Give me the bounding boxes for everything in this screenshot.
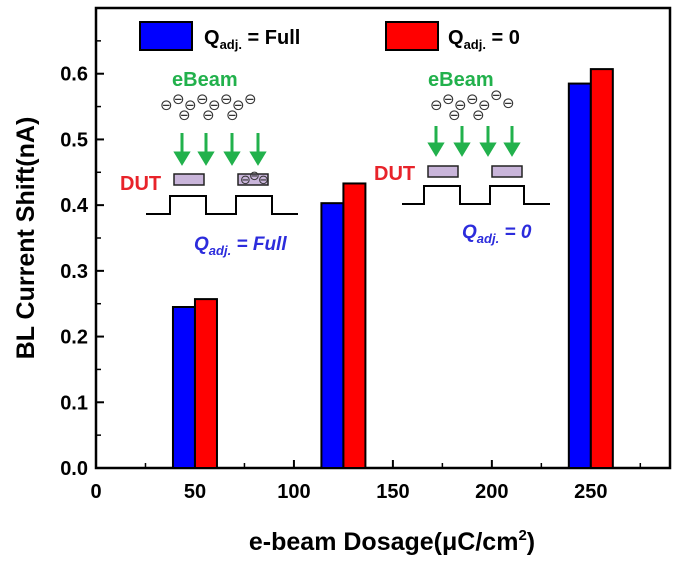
inset-full-dut-label: DUT xyxy=(120,173,161,195)
y-tick-label: 0.0 xyxy=(60,458,88,480)
inset-full-stored-charge: ⊖ ⊖ ⊖ xyxy=(240,169,269,188)
electron-icon: ⊖ xyxy=(226,106,239,124)
arrow-head-icon xyxy=(197,151,215,166)
electron-icon: ⊖ xyxy=(454,96,467,114)
electron-icon: ⊖ xyxy=(430,96,443,114)
bar-q-adj-full xyxy=(567,82,592,469)
inset-full-gate-dut xyxy=(173,173,205,186)
arrow-head-icon xyxy=(249,151,267,166)
electron-icon: ⊖ xyxy=(208,96,221,114)
bars-layer xyxy=(171,68,614,470)
inset-full-electron-cloud: ⊖ ⊖ ⊖ ⊖ ⊖ ⊖ ⊖ ⊖ ⊖ ⊖ ⊖ xyxy=(160,90,257,124)
x-tick-label: 200 xyxy=(475,481,508,503)
legend-swatch-zero xyxy=(385,21,439,51)
electron-icon: ⊖ xyxy=(490,86,503,104)
electron-icon: ⊖ xyxy=(220,90,233,108)
bar-q-adj-full xyxy=(320,202,345,470)
inset-zero-gate-adj xyxy=(491,165,523,178)
inset-zero: eBeam ⊖ ⊖ ⊖ ⊖ ⊖ ⊖ ⊖ ⊖ ⊖ DUT Qadj. = 0 xyxy=(374,69,550,246)
electron-icon: ⊖ xyxy=(442,90,455,108)
arrow-head-icon xyxy=(173,151,191,166)
inset-full-q-label: Qadj. = Full xyxy=(194,234,287,258)
inset-full: eBeam ⊖ ⊖ ⊖ ⊖ ⊖ ⊖ ⊖ ⊖ ⊖ ⊖ ⊖ DUT ⊖ xyxy=(120,69,298,258)
axes-layer: 0.0 0.1 0.2 0.3 0.4 0.5 0.6 0 50 100 150 200 250 xyxy=(60,40,642,503)
x-tick-label: 50 xyxy=(184,481,206,503)
inset-zero-arrows xyxy=(427,126,521,157)
x-tick-label: 0 xyxy=(90,481,101,503)
inset-zero-q-label: Qadj. = 0 xyxy=(462,222,532,246)
electron-icon: ⊖ xyxy=(466,90,479,108)
arrow-head-icon xyxy=(427,142,445,157)
y-tick-label: 0.4 xyxy=(60,195,89,217)
y-tick-label: 0.3 xyxy=(60,261,88,283)
electron-icon: ⊖ xyxy=(172,90,185,108)
electron-icon: ⊖ xyxy=(472,106,485,124)
inset-zero-dut-label: DUT xyxy=(374,163,415,185)
y-tick-label: 0.6 xyxy=(60,64,88,86)
legend-item-zero: Qadj. = 0 xyxy=(385,21,520,52)
inset-zero-gate-dut xyxy=(427,165,459,178)
electron-icon: ⊖ xyxy=(232,96,245,114)
inset-full-ebeam-label: eBeam xyxy=(172,69,238,91)
electron-icon: ⊖ xyxy=(244,90,257,108)
legend: Qadj. = Full Qadj. = 0 xyxy=(139,21,520,52)
electron-icon: ⊖ xyxy=(184,96,197,114)
electron-icon: ⊖ xyxy=(240,173,251,188)
inset-full-gate-adj xyxy=(237,173,269,186)
electron-icon: ⊖ xyxy=(249,169,260,184)
inset-zero-ebeam-label: eBeam xyxy=(428,69,494,91)
arrow-head-icon xyxy=(479,142,497,157)
bar-q-adj-zero xyxy=(193,298,218,469)
electron-icon: ⊖ xyxy=(258,173,269,188)
y-axis-title: BL Current Shift(nA) xyxy=(12,117,40,360)
x-tick-label: 150 xyxy=(376,481,409,503)
arrow-head-icon xyxy=(223,151,241,166)
arrow-head-icon xyxy=(453,142,471,157)
y-tick-label: 0.5 xyxy=(60,129,88,151)
x-axis-title-sup: 2 xyxy=(518,527,526,544)
bar-q-adj-zero xyxy=(342,182,367,469)
legend-label-zero: Qadj. = 0 xyxy=(448,27,520,52)
inset-full-channel-line xyxy=(146,195,298,215)
electron-icon: ⊖ xyxy=(478,96,491,114)
inset-full-arrows xyxy=(173,133,267,166)
y-tick-label: 0.1 xyxy=(60,392,88,414)
bar-q-adj-full xyxy=(171,306,196,469)
legend-swatch-full xyxy=(139,21,193,51)
y-tick-label: 0.2 xyxy=(60,327,88,349)
electron-icon: ⊖ xyxy=(448,106,461,124)
x-tick-label: 100 xyxy=(277,481,310,503)
electron-icon: ⊖ xyxy=(178,106,191,124)
x-tick-label: 250 xyxy=(574,481,607,503)
electron-icon: ⊖ xyxy=(160,96,173,114)
inset-zero-channel-line xyxy=(402,185,550,205)
legend-item-full: Qadj. = Full xyxy=(139,21,300,52)
electron-icon: ⊖ xyxy=(502,94,515,112)
legend-label-full: Qadj. = Full xyxy=(204,27,300,52)
bar-q-adj-zero xyxy=(589,68,614,469)
arrow-head-icon xyxy=(503,142,521,157)
electron-icon: ⊖ xyxy=(202,106,215,124)
inset-zero-electron-cloud: ⊖ ⊖ ⊖ ⊖ ⊖ ⊖ ⊖ ⊖ ⊖ xyxy=(430,86,515,124)
electron-icon: ⊖ xyxy=(196,90,209,108)
x-axis-title: e-beam Dosage(μC/cm2) xyxy=(249,527,535,556)
x-axis-title-main: e-beam Dosage(μC/cm xyxy=(249,528,519,556)
x-axis-title-end: ) xyxy=(527,528,535,556)
